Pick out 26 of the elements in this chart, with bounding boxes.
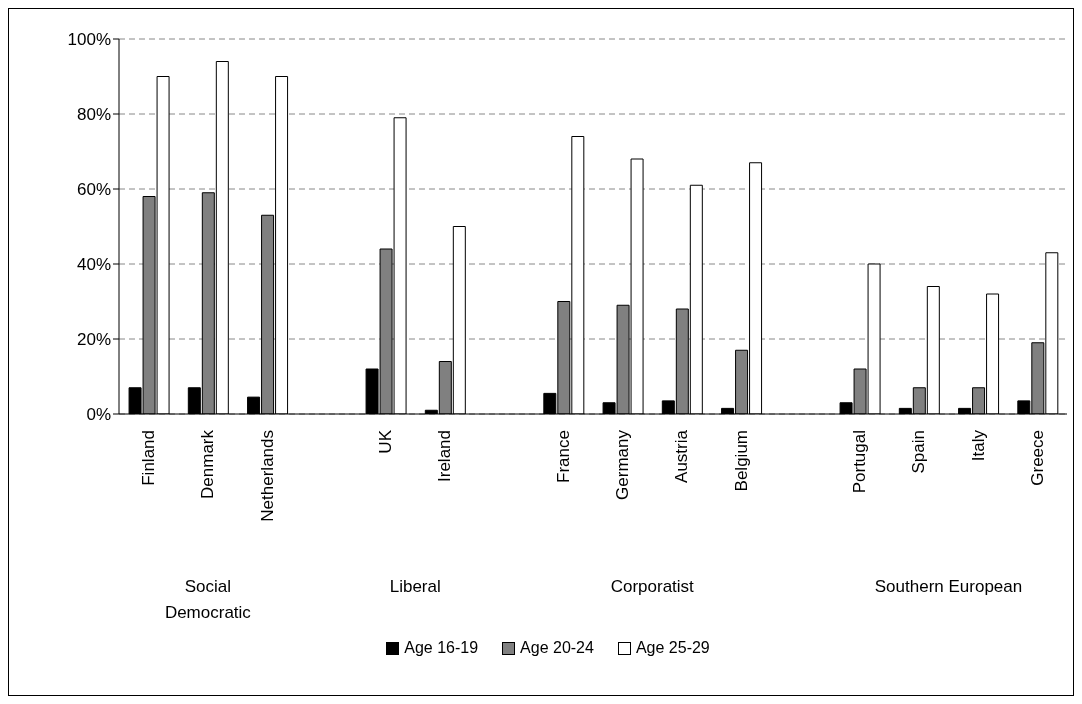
x-tick-label: Greece bbox=[1027, 430, 1047, 486]
y-tick-label: 40% bbox=[76, 255, 111, 275]
x-tick-label: Belgium bbox=[731, 430, 751, 492]
x-tick-label: UK bbox=[376, 429, 396, 454]
y-tick-label: 60% bbox=[76, 180, 111, 200]
y-tick-label: 0% bbox=[86, 405, 111, 425]
y-tick-label: 20% bbox=[76, 330, 111, 350]
text: Corporatist bbox=[609, 576, 695, 598]
x-tick-label: Italy bbox=[968, 429, 988, 462]
legend-label: Age 25-29 bbox=[634, 639, 710, 657]
x-tick-label: Ireland bbox=[435, 430, 455, 482]
text: Liberal bbox=[388, 576, 442, 598]
x-tick-label: Finland bbox=[139, 430, 159, 486]
x-tick-label: Germany bbox=[613, 429, 633, 500]
x-tick-label: Austria bbox=[672, 429, 692, 483]
x-tick-label: Spain bbox=[909, 430, 929, 474]
text: Social Democratic bbox=[163, 576, 252, 624]
legend-label: Age 20-24 bbox=[519, 639, 594, 657]
text: Southern European bbox=[873, 576, 1024, 598]
x-tick-label: Denmark bbox=[198, 429, 218, 499]
x-tick-label: France bbox=[553, 430, 573, 483]
legend-label: Age 16-19 bbox=[403, 639, 479, 657]
x-tick-label: Netherlands bbox=[257, 430, 277, 522]
x-tick-label: Portugal bbox=[850, 430, 870, 494]
y-tick-label: 100% bbox=[67, 30, 111, 50]
y-tick-label: 80% bbox=[76, 105, 111, 125]
